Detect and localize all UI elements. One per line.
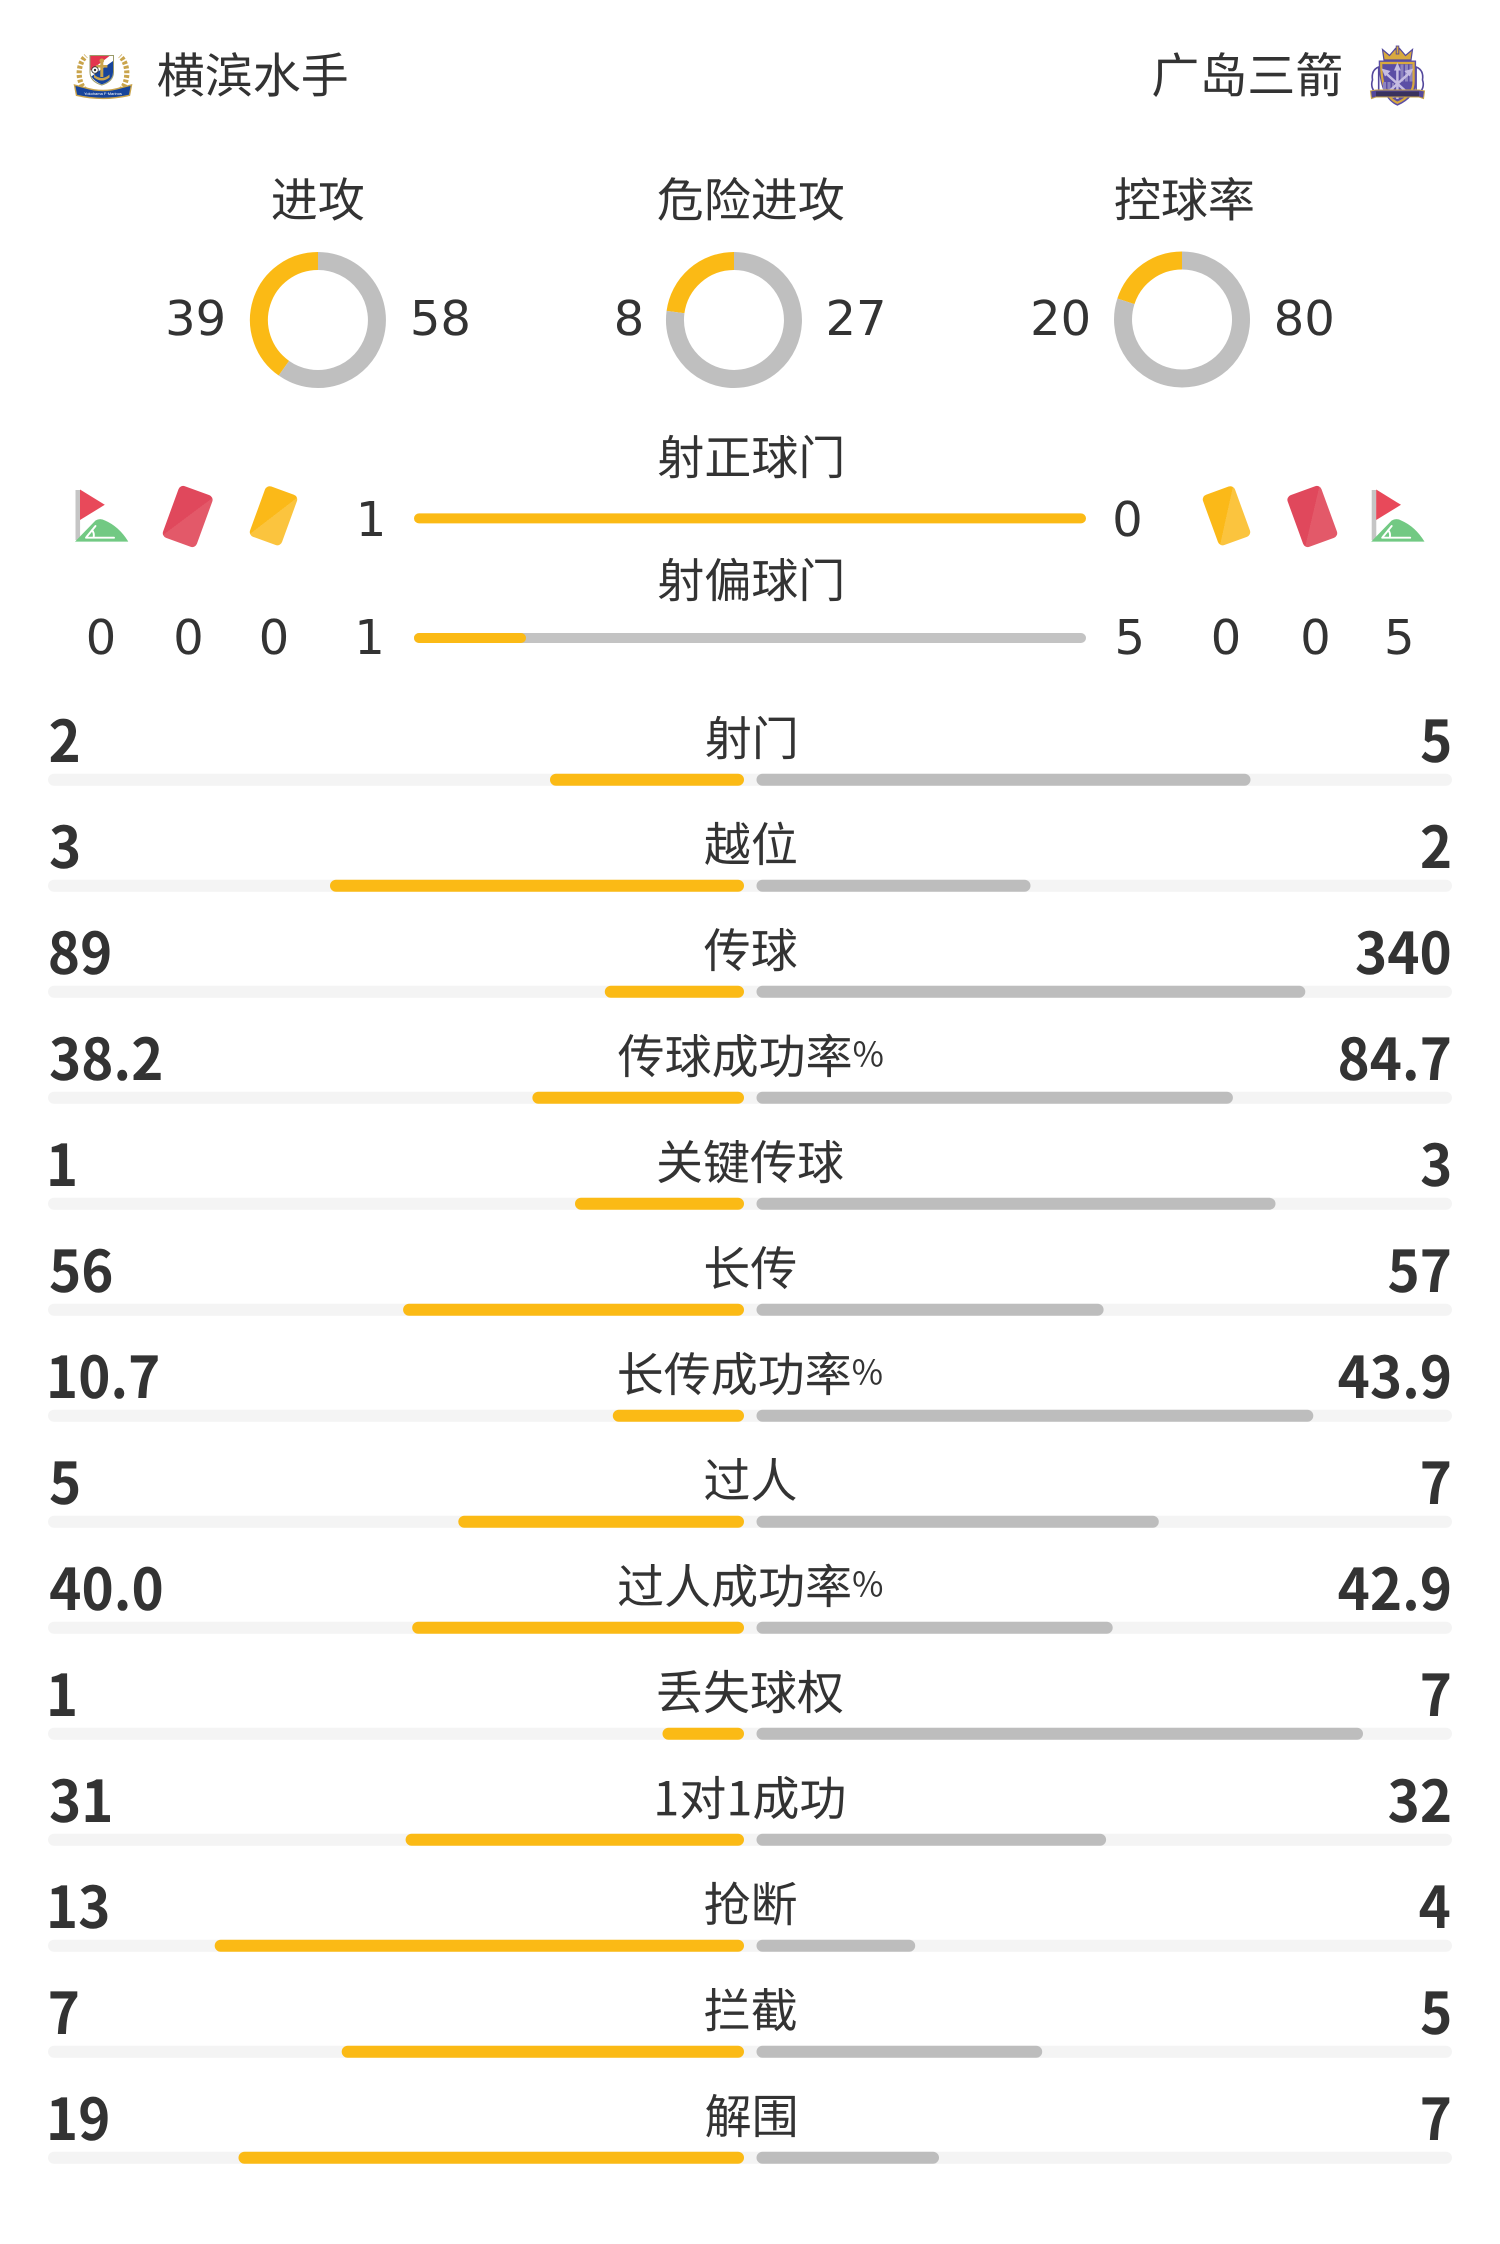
svg-text:Yokohama F·Marinos: Yokohama F·Marinos [84,91,122,96]
